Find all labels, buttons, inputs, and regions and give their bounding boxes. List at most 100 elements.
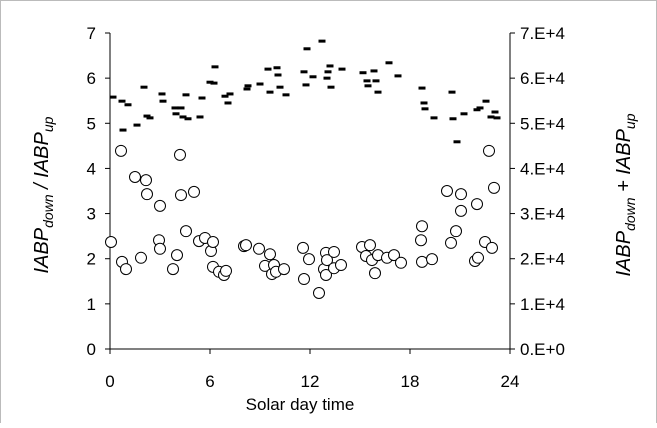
data-point [276,85,284,89]
data-point [198,96,206,100]
data-point [171,106,179,110]
y2-tick-label: 1.E+4 [520,295,565,314]
data-point [253,242,265,255]
label-sub: down [622,197,638,231]
data-point [264,248,276,261]
y-tick-label: 6 [87,69,96,88]
y-tick-label: 2 [87,250,96,269]
y2-axis-label: IABPdown + IABPup [613,113,638,276]
data-point [372,79,380,83]
x-tick-label: 12 [301,372,320,391]
data-point [179,115,187,119]
data-point [441,185,453,197]
data-point [318,39,326,43]
y2-tick-label: 4.E+4 [520,159,565,178]
data-point [445,236,457,249]
data-point [175,189,187,202]
data-point [172,112,180,116]
data-point [158,92,166,96]
data-point [486,241,498,254]
data-point [338,67,346,71]
y2-tick-label: 7.E+4 [520,24,565,43]
data-point [453,140,461,144]
data-point [226,92,234,96]
data-point [482,99,490,103]
data-point [207,236,219,249]
y2-tick-label: 3.E+4 [520,205,565,224]
label-part: IABP [31,227,53,273]
y-tick-label: 1 [87,295,96,314]
y2-tick-label: 2.E+4 [520,250,565,269]
data-point [302,83,310,87]
data-point [278,263,290,276]
data-point [143,114,151,118]
data-point [206,80,214,84]
data-point [416,220,428,233]
data-point [488,181,500,194]
data-point [256,82,264,86]
y-tick-label: 0 [87,340,96,359]
data-point [359,71,367,75]
data-point [177,106,185,110]
data-point [388,249,400,262]
data-point [105,236,117,249]
data-point [220,264,232,277]
data-point [487,115,495,119]
data-point [154,199,166,212]
data-point [298,273,310,286]
data-point [430,116,438,120]
data-point [421,107,429,111]
data-point [328,245,340,258]
data-point [135,251,147,264]
data-point [171,249,183,262]
x-tick-label: 6 [205,372,214,391]
y2-tick-label: 0.E+0 [520,340,565,359]
data-point [394,74,402,78]
data-point [141,188,153,201]
data-point [243,87,251,91]
data-point [416,255,428,268]
data-point [455,188,467,201]
data-point [370,69,378,73]
data-point [321,254,333,267]
data-point [449,117,457,121]
y2-tick-label: 5.E+4 [520,114,565,133]
data-point [115,144,127,157]
data-point [188,185,200,198]
data-point [211,65,219,69]
data-point [154,242,166,255]
data-point [120,263,132,276]
data-point [133,123,141,127]
data-point [274,73,282,77]
data-point [450,225,462,238]
y2-tick-label: 6.E+4 [520,69,565,88]
data-point [364,84,372,88]
data-point [420,101,428,105]
data-point [303,47,311,51]
data-point [491,110,499,114]
data-point [221,94,229,98]
data-point [323,76,331,80]
data-point [374,90,382,94]
data-point [244,84,252,88]
data-point [455,204,467,217]
data-point [324,70,332,74]
data-point [140,174,152,187]
data-point [473,108,481,112]
y-tick-label: 5 [87,114,96,133]
data-point [140,85,148,89]
data-point [327,85,335,89]
data-point [224,101,232,105]
x-tick-label: 24 [501,372,520,391]
data-point [460,112,468,116]
data-point [364,239,376,252]
label-sub: up [40,116,56,132]
data-point [182,93,190,97]
data-point [282,93,290,97]
label-sub: up [622,113,638,129]
data-point [303,253,315,266]
label-sub: down [40,194,56,228]
data-point [326,64,334,68]
data-point [493,116,501,120]
